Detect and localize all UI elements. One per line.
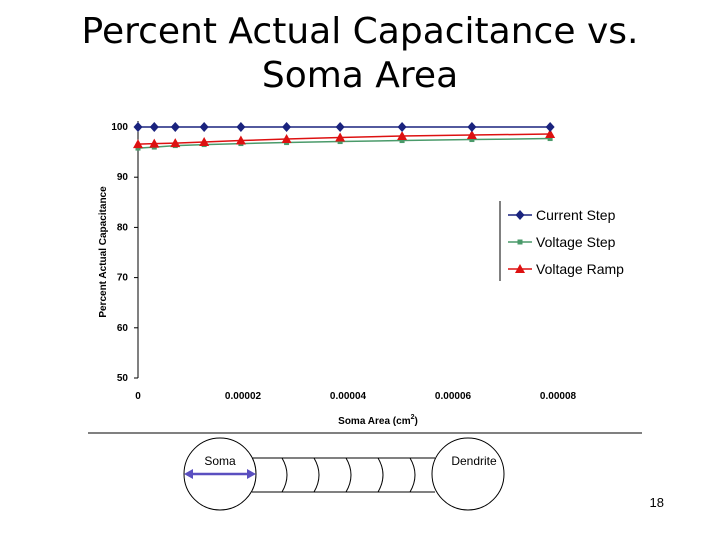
x-tick-label: 0 bbox=[135, 391, 141, 402]
chart-legend: Current Step Voltage Step Voltage Ramp bbox=[499, 201, 624, 281]
chart-series bbox=[133, 122, 556, 151]
y-tick-label: 90 bbox=[117, 172, 129, 183]
data-point-current-step bbox=[397, 122, 407, 132]
cable-segment bbox=[281, 457, 288, 493]
y-tick-label: 50 bbox=[117, 373, 129, 384]
data-point-current-step bbox=[149, 122, 159, 132]
cable-segments bbox=[281, 457, 416, 493]
legend-marker-voltage-step bbox=[517, 239, 523, 245]
cable-segment bbox=[377, 457, 384, 493]
data-point-voltage-ramp bbox=[335, 132, 346, 142]
title-line-1: Percent Actual Capacitance vs. bbox=[81, 11, 639, 52]
data-point-current-step bbox=[133, 122, 143, 132]
x-tick-label: 0.00006 bbox=[435, 391, 472, 402]
y-tick-label: 100 bbox=[111, 122, 128, 133]
soma-dendrite-diagram: Soma Dendrite bbox=[183, 437, 505, 511]
title-line-2: Soma Area bbox=[261, 55, 459, 96]
data-point-voltage-ramp bbox=[466, 130, 477, 140]
soma-diameter-arrow bbox=[184, 469, 256, 479]
legend-label-voltage-step: Voltage Step bbox=[536, 234, 616, 250]
chart-axes: 50 60 70 80 90 100 0 0.00002 0.00004 0.00006 0.000… bbox=[111, 121, 577, 402]
data-point-voltage-ramp bbox=[170, 138, 181, 148]
dendrite-circle bbox=[431, 437, 505, 511]
data-point-voltage-step bbox=[399, 138, 405, 144]
data-point-voltage-ramp bbox=[545, 129, 556, 139]
data-point-current-step bbox=[545, 122, 555, 132]
x-tick-label: 0.00002 bbox=[225, 391, 262, 402]
page-number: 18 bbox=[649, 495, 664, 510]
y-tick-label: 60 bbox=[117, 323, 129, 334]
data-point-voltage-ramp bbox=[149, 138, 160, 148]
y-axis-label: Percent Actual Capacitance bbox=[98, 186, 109, 318]
x-axis-label-close: ) bbox=[415, 416, 418, 427]
data-point-voltage-ramp bbox=[397, 131, 408, 141]
data-point-voltage-ramp bbox=[235, 135, 246, 145]
y-tick-label: 70 bbox=[117, 273, 129, 284]
soma-label: Soma bbox=[204, 454, 236, 468]
legend-label-voltage-ramp: Voltage Ramp bbox=[536, 261, 624, 277]
data-point-voltage-ramp bbox=[133, 139, 143, 149]
dendrite-label: Dendrite bbox=[451, 454, 497, 468]
legend-marker-voltage-ramp bbox=[515, 264, 525, 273]
x-axis-label: Soma Area (cm2) bbox=[338, 414, 418, 427]
data-point-current-step bbox=[282, 122, 292, 132]
series-line-voltage-ramp bbox=[137, 133, 551, 145]
data-point-voltage-ramp bbox=[199, 137, 210, 147]
data-point-voltage-step bbox=[337, 139, 343, 145]
cable-segment bbox=[313, 457, 320, 493]
x-axis-label-superscript: 2 bbox=[411, 414, 415, 421]
data-point-voltage-ramp bbox=[281, 134, 292, 144]
x-tick-label: 0.00004 bbox=[330, 391, 367, 402]
slide-title: Percent Actual Capacitance vs. Soma Area bbox=[40, 10, 680, 98]
legend-marker-current-step bbox=[515, 210, 525, 220]
cable-segment bbox=[345, 457, 352, 493]
series-line-voltage-step bbox=[137, 137, 551, 149]
x-axis-label-text: Soma Area (cm bbox=[338, 416, 411, 427]
legend-label-current-step: Current Step bbox=[536, 207, 616, 223]
x-tick-label: 0.00008 bbox=[540, 391, 577, 402]
data-point-voltage-step bbox=[469, 137, 475, 143]
cable-segment bbox=[409, 457, 416, 493]
data-point-voltage-step bbox=[135, 145, 141, 151]
y-tick-label: 80 bbox=[117, 222, 129, 233]
data-point-current-step bbox=[199, 122, 209, 132]
data-point-voltage-step bbox=[547, 136, 553, 142]
data-point-current-step bbox=[467, 122, 477, 132]
data-point-current-step bbox=[335, 122, 345, 132]
data-point-current-step bbox=[236, 122, 246, 132]
data-point-current-step bbox=[170, 122, 180, 132]
